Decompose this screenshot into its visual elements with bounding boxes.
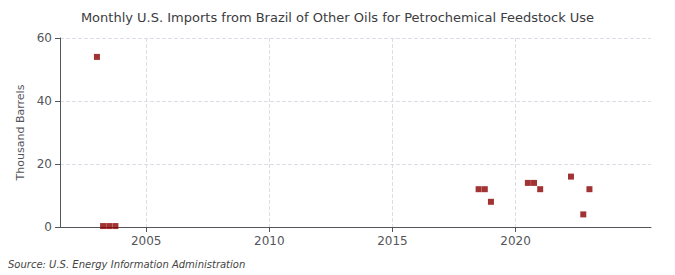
svg-text:2020: 2020	[500, 234, 531, 248]
svg-text:0: 0	[44, 220, 52, 234]
svg-text:2010: 2010	[254, 234, 285, 248]
svg-text:40: 40	[37, 94, 52, 108]
svg-text:Monthly U.S. Imports from Braz: Monthly U.S. Imports from Brazil of Othe…	[81, 10, 594, 25]
svg-text:2005: 2005	[131, 234, 162, 248]
svg-text:60: 60	[37, 31, 52, 45]
svg-text:20: 20	[37, 157, 52, 171]
svg-text:2015: 2015	[377, 234, 408, 248]
svg-text:Thousand Barrels: Thousand Barrels	[14, 84, 27, 181]
svg-text:Source: U.S. Energy Informatio: Source: U.S. Energy Information Administ…	[8, 259, 245, 270]
